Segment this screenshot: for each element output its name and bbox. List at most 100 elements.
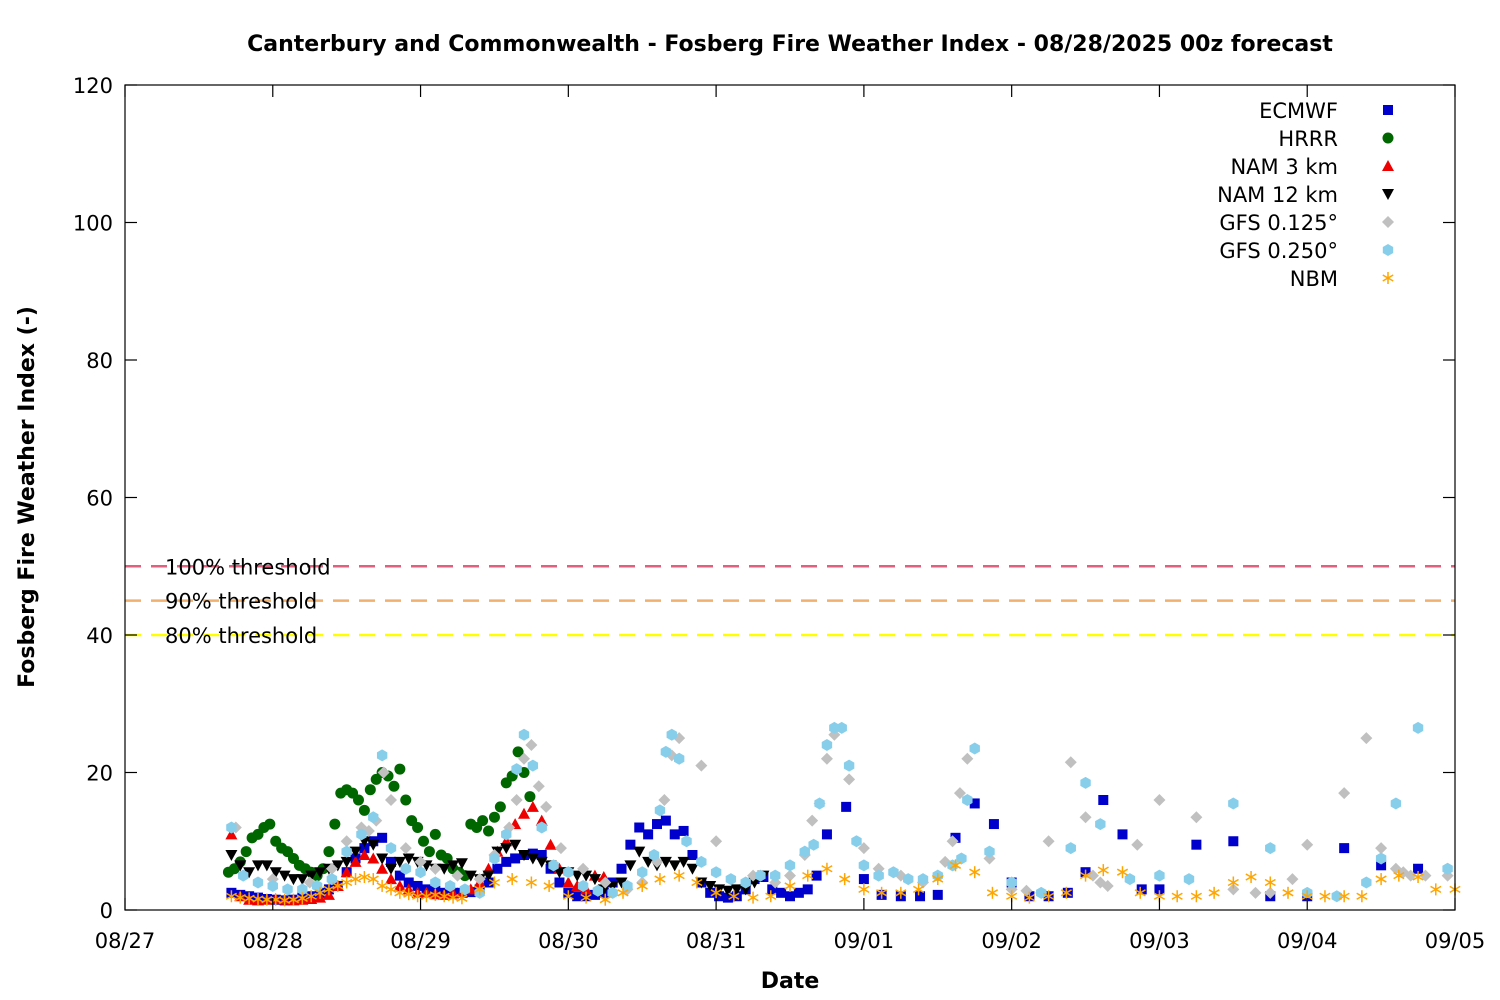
data-point: [225, 850, 238, 861]
data-point: [696, 855, 707, 868]
data-point: [429, 828, 441, 840]
data-point: [1154, 869, 1165, 882]
data-point: [414, 855, 427, 868]
data-point: [577, 879, 589, 892]
data-point: [438, 890, 450, 903]
data-point: [305, 890, 317, 903]
data-point: [1419, 869, 1432, 882]
data-point: [686, 863, 699, 875]
data-point: [532, 780, 545, 793]
data-point: [269, 867, 282, 879]
data-point: [770, 869, 781, 882]
data-point: [415, 866, 426, 879]
asterisk-stroke: [420, 892, 433, 900]
asterisk-stroke: [1153, 892, 1166, 900]
data-point: [226, 821, 237, 834]
data-point: [1117, 829, 1128, 840]
data-point: [1098, 795, 1109, 805]
data-point: [776, 887, 787, 898]
data-point: [962, 794, 973, 806]
data-point: [912, 883, 925, 896]
asterisk-stroke: [456, 894, 468, 902]
data-point: [622, 879, 633, 892]
data-point: [710, 835, 723, 848]
data-point: [888, 866, 899, 879]
data-point: [444, 879, 456, 892]
data-point: [814, 797, 825, 810]
asterisk-stroke: [1356, 892, 1368, 900]
data-point: [1375, 873, 1387, 886]
data-point: [510, 853, 521, 864]
data-point: [851, 835, 862, 848]
data-point: [385, 842, 397, 855]
data-point: [747, 891, 759, 904]
data-point: [607, 886, 618, 899]
data-point: [821, 829, 832, 840]
data-point: [1227, 883, 1240, 896]
data-point: [969, 798, 980, 809]
data-point: [1153, 794, 1166, 806]
data-point: [418, 835, 430, 847]
data-point: [1208, 886, 1220, 899]
data-point: [506, 873, 518, 886]
x-tick-label: 09/05: [1425, 929, 1486, 953]
asterisk-stroke: [1079, 871, 1092, 880]
data-point: [340, 835, 353, 848]
data-point: [482, 870, 495, 882]
data-point: [518, 807, 530, 819]
data-point: [473, 873, 486, 886]
asterisk-stroke: [1282, 889, 1294, 897]
asterisk-stroke: [765, 892, 777, 900]
asterisk-stroke: [367, 875, 379, 883]
threshold-label: 100% threshold: [165, 555, 331, 579]
data-point: [492, 863, 503, 874]
data-point: [332, 879, 344, 892]
asterisk-stroke: [1430, 885, 1442, 894]
data-point: [577, 862, 590, 875]
asterisk-stroke: [341, 878, 353, 887]
data-point: [1390, 797, 1402, 810]
asterisk-stroke: [949, 861, 962, 869]
asterisk-stroke: [1319, 892, 1331, 900]
y-tick-label: 0: [100, 899, 113, 923]
data-point: [660, 815, 671, 826]
asterisk-stroke: [1171, 892, 1183, 900]
data-point: [367, 839, 380, 851]
data-point: [1190, 811, 1203, 824]
data-point: [430, 876, 441, 889]
data-point: [1136, 884, 1147, 895]
data-point: [456, 892, 468, 905]
data-point: [501, 856, 512, 867]
data-point: [260, 860, 273, 872]
asterisk-stroke: [673, 871, 685, 880]
data-point: [808, 838, 819, 851]
data-point: [1134, 886, 1146, 899]
data-point: [668, 860, 681, 872]
asterisk-stroke: [279, 896, 291, 905]
data-point: [903, 873, 914, 886]
data-point: [740, 876, 751, 889]
data-point: [510, 794, 523, 806]
asterisk-stroke: [525, 878, 537, 887]
data-point: [562, 876, 575, 888]
data-point: [399, 842, 412, 855]
data-point: [376, 862, 389, 874]
data-point: [1356, 890, 1368, 903]
data-point: [323, 883, 335, 896]
data-point: [961, 752, 974, 765]
legend-label: GFS 0.250°: [1219, 239, 1338, 263]
data-point: [314, 886, 326, 899]
data-point: [451, 869, 464, 882]
data-point: [264, 818, 276, 830]
data-point: [681, 835, 692, 848]
data-point: [956, 852, 967, 865]
data-point: [377, 832, 388, 843]
data-point: [524, 791, 536, 803]
data-point: [464, 870, 477, 882]
data-point: [489, 852, 500, 865]
data-point: [296, 892, 308, 905]
asterisk-stroke: [562, 892, 574, 900]
asterisk-stroke: [617, 889, 629, 897]
data-point: [1023, 891, 1035, 904]
data-point: [660, 745, 672, 758]
